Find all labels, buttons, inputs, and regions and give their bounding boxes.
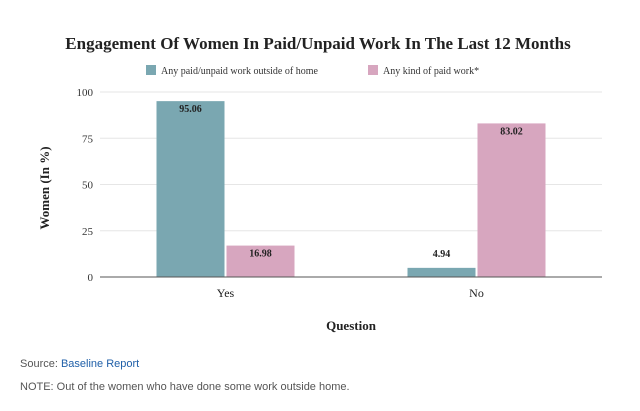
x-tick-labels: Yes No	[217, 286, 484, 300]
legend-label-series-1: Any paid/unpaid work outside of home	[161, 66, 318, 77]
source-link[interactable]: Baseline Report	[60, 358, 140, 370]
bar-labels: 95.06 16.98 4.94 83.02	[179, 104, 523, 260]
y-tick-label: 0	[88, 272, 94, 284]
x-tick-label-no: No	[469, 286, 484, 300]
legend: Any paid/unpaid work outside of home Any…	[146, 65, 479, 77]
legend-swatch-series-1	[146, 65, 156, 75]
y-tick-label: 100	[77, 87, 94, 99]
footnote: NOTE: Out of the women who have done som…	[20, 381, 350, 393]
chart: Engagement Of Women In Paid/Unpaid Work …	[37, 34, 602, 333]
source-prefix: Source:	[20, 358, 61, 370]
bar-no-series-1	[407, 267, 476, 277]
bar-yes-series-2	[226, 245, 295, 277]
bars	[156, 101, 546, 278]
bar-no-series-2	[477, 123, 546, 278]
bar-value-label: 4.94	[433, 249, 451, 260]
legend-swatch-series-2	[368, 65, 378, 75]
source-line: Source: Baseline Report	[20, 358, 139, 370]
y-tick-label: 50	[82, 180, 94, 192]
y-axis-title: Women (In %)	[37, 146, 52, 229]
y-tick-labels: 100 75 50 25 0	[77, 87, 94, 284]
y-tick-label: 25	[82, 226, 94, 238]
x-axis-title: Question	[326, 318, 377, 333]
bar-yes-series-1	[156, 101, 225, 277]
x-tick-label-yes: Yes	[217, 286, 235, 300]
bar-value-label: 95.06	[179, 104, 202, 115]
bar-value-label: 83.02	[500, 126, 523, 137]
y-tick-label: 75	[82, 133, 94, 145]
bar-value-label: 16.98	[249, 249, 272, 260]
chart-title: Engagement Of Women In Paid/Unpaid Work …	[65, 34, 571, 53]
legend-label-series-2: Any kind of paid work*	[383, 66, 479, 77]
